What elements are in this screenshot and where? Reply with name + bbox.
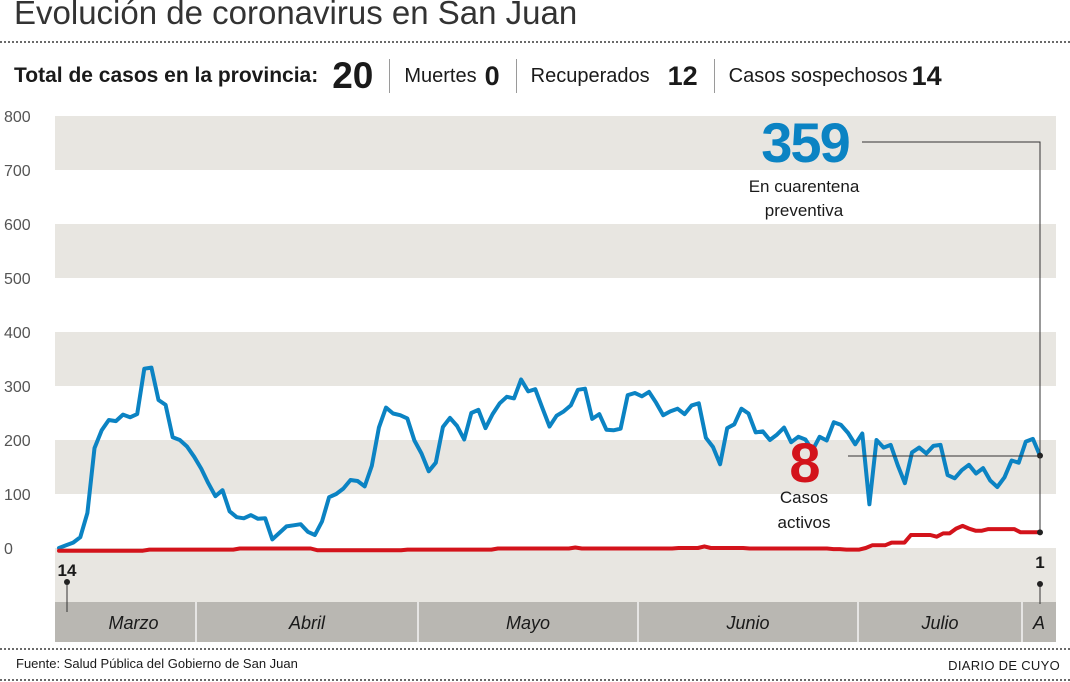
total-cases-label: Total de casos en la provincia: <box>14 64 319 87</box>
y-tick-label: 300 <box>4 379 31 396</box>
suspected-value: 14 <box>911 60 942 91</box>
footer-divider <box>0 648 1070 650</box>
active-cases-line <box>57 523 1042 553</box>
start-dot <box>64 579 70 585</box>
y-tick-label: 600 <box>4 217 31 234</box>
active-callout-label: Casos <box>780 488 828 507</box>
active-leader-line <box>848 455 1041 531</box>
source-note: Fuente: Salud Pública del Gobierno de Sa… <box>16 656 298 671</box>
suspected-label: Casos sospechosos <box>728 64 908 87</box>
quarantine-leader-line <box>862 141 1041 454</box>
total-cases-value: 20 <box>332 55 374 96</box>
end-dot <box>1037 581 1043 587</box>
y-tick-label: 0 <box>4 541 13 558</box>
y-axis-ticks: 800 700 600 500 400 300 200 100 0 <box>4 109 31 558</box>
title-divider <box>0 41 1070 43</box>
end-label: 1 <box>1035 553 1044 572</box>
grid-bands <box>55 116 1056 602</box>
month-label: Abril <box>288 613 326 633</box>
month-label: Julio <box>920 613 958 633</box>
month-label: Marzo <box>108 613 158 633</box>
quarantine-callout-label: En cuarentena <box>749 177 860 196</box>
y-tick-label: 500 <box>4 271 31 288</box>
grid-band <box>55 440 1056 494</box>
deaths-value: 0 <box>484 60 500 91</box>
active-callout-value: 8 <box>789 431 820 494</box>
y-tick-label: 400 <box>4 325 31 342</box>
grid-band <box>55 332 1056 386</box>
chart-title: Evolución de coronavirus en San Juan <box>14 0 578 31</box>
recovered-label: Recuperados <box>530 64 650 87</box>
separator <box>713 59 715 93</box>
separator <box>389 59 391 93</box>
quarantine-callout-label: preventiva <box>765 201 844 220</box>
quarantine-line <box>57 365 1042 550</box>
active-end-dot <box>1037 529 1043 536</box>
y-tick-label: 800 <box>4 109 31 126</box>
brand-label: DIARIO DE CUYO <box>948 658 1060 673</box>
bottom-divider <box>0 679 1070 681</box>
y-tick-label: 200 <box>4 433 31 450</box>
grid-band <box>55 116 1056 170</box>
month-axis: Marzo Abril Mayo Junio Julio A <box>55 602 1056 642</box>
y-tick-label: 100 <box>4 487 31 504</box>
recovered-value: 12 <box>667 60 698 91</box>
month-label: A <box>1032 613 1045 633</box>
grid-band <box>55 224 1056 278</box>
deaths-label: Muertes <box>404 64 477 87</box>
summary-bar: Total de casos en la provincia: 20 Muert… <box>14 55 958 96</box>
month-label: Junio <box>725 613 769 633</box>
month-label: Mayo <box>506 613 550 633</box>
start-label: 14 <box>58 561 77 580</box>
quarantine-callout-value: 359 <box>761 111 849 174</box>
separator <box>515 59 517 93</box>
chart-lines <box>57 365 1042 553</box>
grid-band <box>55 548 1056 602</box>
y-tick-label: 700 <box>4 163 31 180</box>
month-axis-bar <box>55 602 1056 642</box>
active-callout-label: activos <box>778 513 831 532</box>
